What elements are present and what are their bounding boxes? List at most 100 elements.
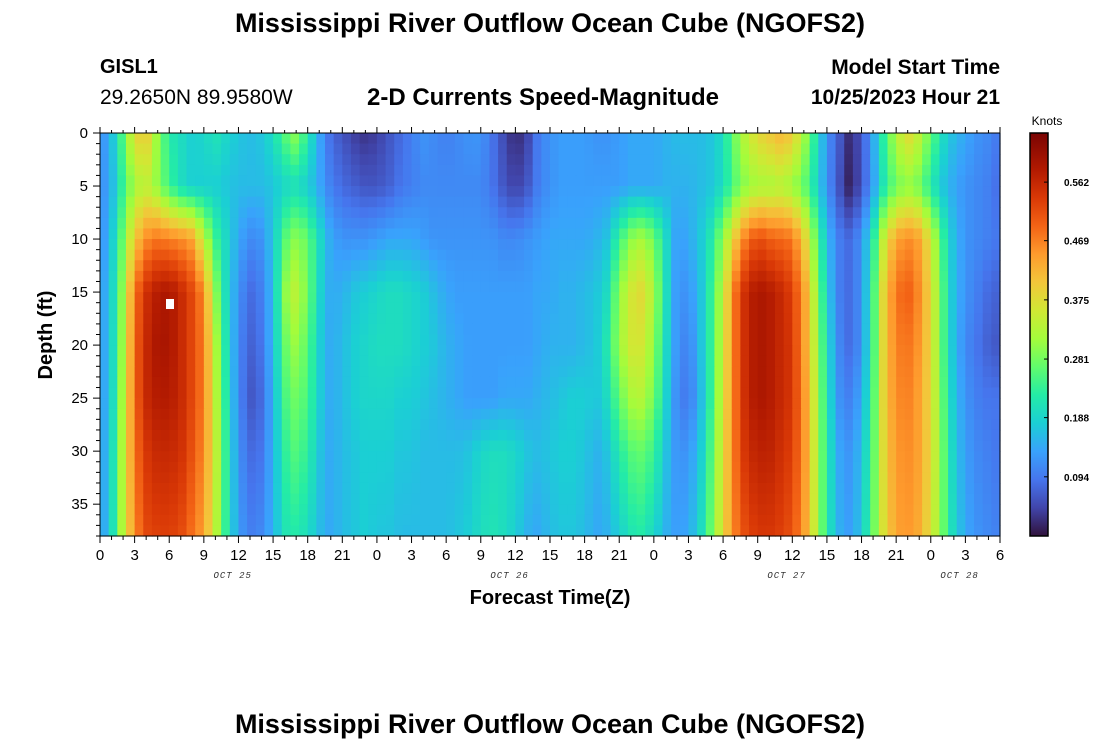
heatmap-cell (524, 249, 534, 261)
heatmap-cell (333, 482, 343, 495)
heatmap-cell (705, 387, 716, 399)
heatmap-cell (420, 461, 430, 473)
heatmap-cell (281, 239, 291, 251)
heatmap-cell (844, 334, 854, 346)
heatmap-cell (238, 249, 248, 261)
heatmap-cell (151, 419, 162, 431)
heatmap-cell (662, 461, 672, 473)
heatmap-cell (350, 504, 361, 516)
heatmap-cell (904, 292, 915, 304)
heatmap-cell (714, 440, 724, 452)
heatmap-cell (783, 186, 793, 198)
heatmap-cell (117, 472, 127, 484)
heatmap-cell (679, 186, 690, 198)
heatmap-cell (100, 525, 110, 537)
heatmap-cell (714, 281, 724, 293)
heatmap-cell (394, 355, 404, 367)
heatmap-cell (627, 164, 638, 177)
heatmap-cell (428, 270, 439, 283)
heatmap-cell (697, 504, 707, 516)
heatmap-cells (100, 133, 1001, 537)
heatmap-cell (956, 366, 966, 378)
heatmap-cell (117, 249, 127, 261)
heatmap-cell (420, 504, 430, 516)
heatmap-cell (558, 408, 568, 420)
heatmap-cell (143, 133, 153, 145)
heatmap-cell (671, 387, 681, 399)
heatmap-cell (394, 472, 404, 484)
heatmap-cell (792, 429, 802, 442)
heatmap-cell (939, 355, 949, 367)
heatmap-cell (662, 525, 672, 537)
heatmap-cell (671, 451, 681, 463)
heatmap-cell (939, 493, 949, 505)
heatmap-cell (870, 355, 880, 367)
heatmap-cell (705, 429, 716, 442)
heatmap-cell (974, 143, 984, 155)
heatmap-cell (532, 355, 542, 367)
heatmap-cell (143, 260, 153, 272)
heatmap-cell (515, 408, 525, 420)
heatmap-cell (948, 292, 958, 304)
heatmap-cell (679, 281, 690, 293)
heatmap-cell (558, 260, 568, 272)
heatmap-cell (489, 376, 499, 389)
heatmap-cell (584, 281, 594, 293)
heatmap-cell (688, 451, 698, 463)
heatmap-cell (186, 323, 196, 336)
heatmap-cell (212, 175, 222, 187)
heatmap-cell (567, 186, 577, 198)
heatmap-cell (723, 249, 733, 261)
heatmap-cell (904, 207, 915, 219)
heatmap-cell (411, 387, 421, 399)
heatmap-cell (359, 355, 369, 367)
heatmap-cell (671, 493, 681, 505)
heatmap-cell (524, 175, 534, 187)
heatmap-cell (688, 143, 698, 155)
heatmap-cell (229, 482, 240, 495)
heatmap-cell (688, 249, 698, 261)
heatmap-cell (221, 207, 231, 219)
heatmap-cell (229, 217, 240, 230)
heatmap-cell (100, 154, 110, 166)
heatmap-cell (697, 429, 707, 442)
heatmap-cell (575, 217, 586, 230)
heatmap-cell (515, 143, 525, 155)
heatmap-cell (896, 292, 906, 304)
heatmap-cell (627, 429, 638, 442)
heatmap-cell (601, 419, 612, 431)
heatmap-cell (792, 281, 802, 293)
heatmap-cell (645, 482, 655, 495)
heatmap-cell (645, 281, 655, 293)
heatmap-cell (480, 355, 491, 367)
heatmap-cell (714, 525, 724, 537)
heatmap-cell (662, 281, 672, 293)
heatmap-cell (887, 429, 897, 442)
heatmap-cell (619, 472, 629, 484)
heatmap-cell (852, 482, 863, 495)
heatmap-cell (394, 451, 404, 463)
heatmap-cell (437, 281, 447, 293)
heatmap-cell (463, 175, 473, 187)
heatmap-cell (662, 355, 672, 367)
heatmap-cell (645, 239, 655, 251)
heatmap-cell (852, 387, 863, 399)
heatmap-cell (411, 260, 421, 272)
heatmap-cell (584, 164, 594, 177)
heatmap-cell (757, 154, 767, 166)
heatmap-cell (359, 461, 369, 473)
heatmap-cell (169, 143, 179, 155)
heatmap-cell (904, 525, 915, 537)
heatmap-cell (134, 270, 144, 283)
heatmap-cell (619, 239, 629, 251)
heatmap-cell (316, 355, 326, 367)
heatmap-cell (645, 154, 655, 166)
heatmap-cell (956, 451, 966, 463)
heatmap-cell (913, 186, 923, 198)
heatmap-cell (913, 334, 923, 346)
y-tick-label: 35 (71, 496, 88, 513)
heatmap-cell (800, 143, 811, 155)
heatmap-cell (826, 186, 837, 198)
heatmap-cell (299, 249, 309, 261)
heatmap-cell (930, 493, 941, 505)
